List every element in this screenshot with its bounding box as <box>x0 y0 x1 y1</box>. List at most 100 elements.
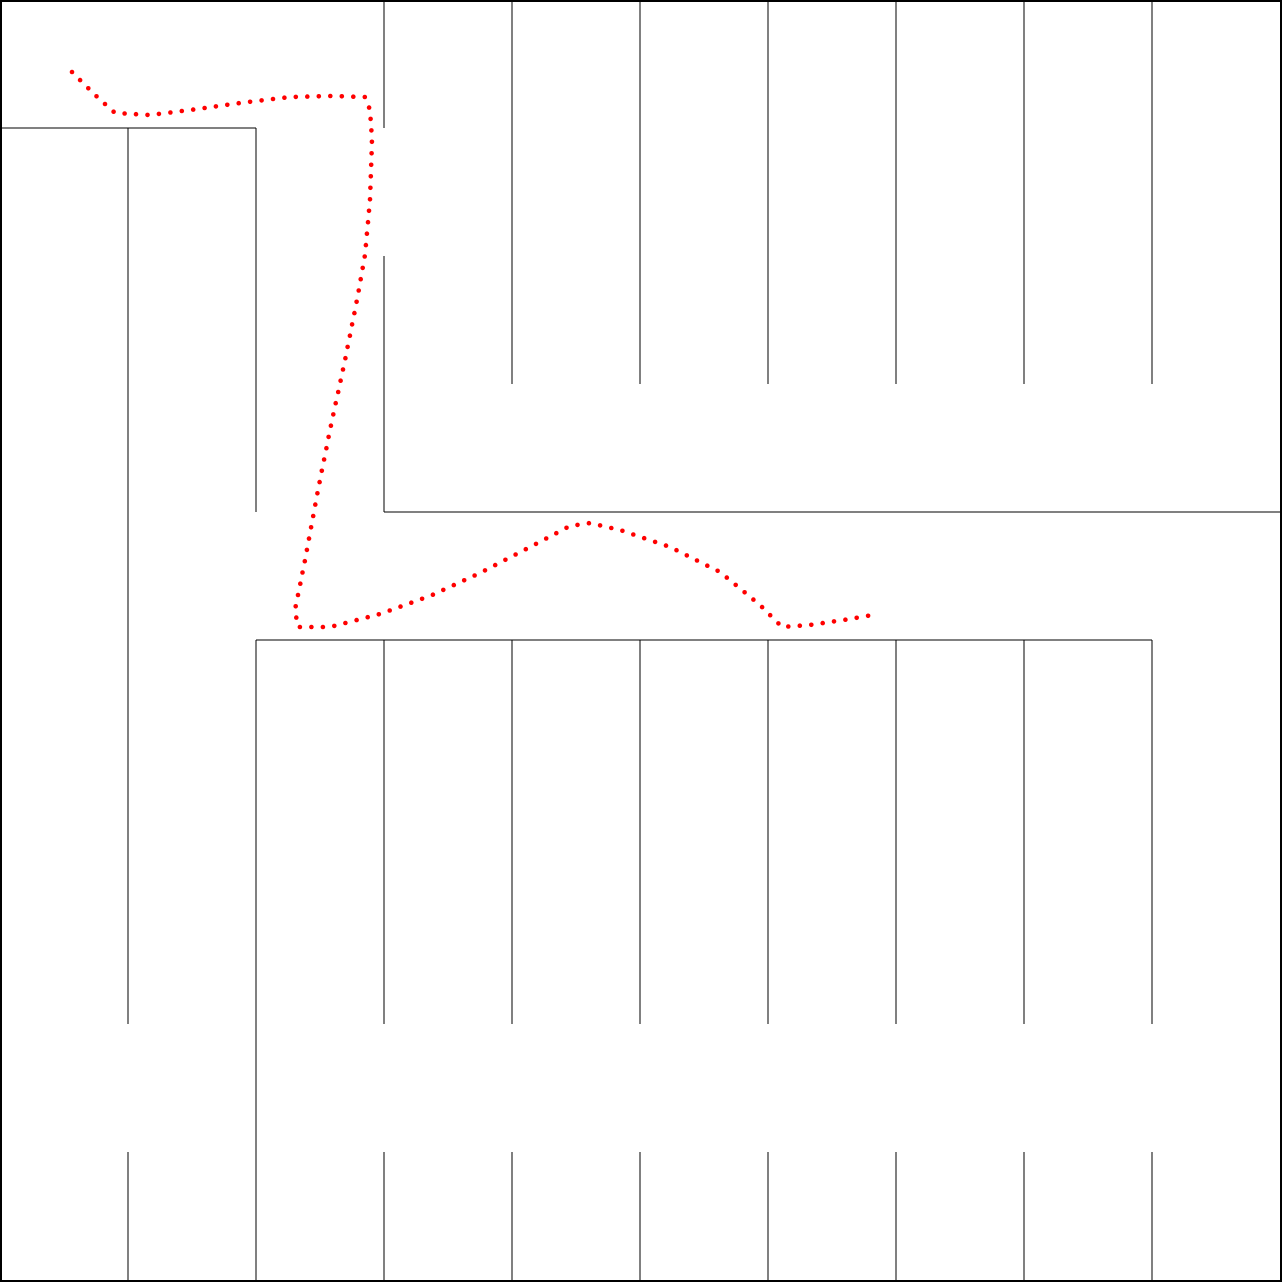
path-dot <box>760 605 765 610</box>
path-dot <box>369 174 374 179</box>
path-dot <box>564 526 569 531</box>
path-dot <box>313 502 318 507</box>
path-dot <box>370 140 375 145</box>
path-dot <box>751 597 756 602</box>
path-dot <box>336 390 341 395</box>
solution-path <box>70 70 871 630</box>
path-dot <box>298 625 303 630</box>
path-dot <box>503 558 508 563</box>
path-dot <box>345 345 350 350</box>
path-dot <box>715 569 720 574</box>
path-dot <box>157 112 162 117</box>
path-dot <box>725 575 730 580</box>
path-dot <box>420 597 425 602</box>
path-dot <box>358 277 363 282</box>
path-dot <box>333 401 338 406</box>
path-dot <box>367 105 372 110</box>
path-dot <box>776 621 781 626</box>
path-dot <box>293 604 298 609</box>
path-dot <box>360 266 365 271</box>
path-dot <box>214 104 219 109</box>
path-dot <box>362 254 367 259</box>
path-dot <box>664 543 669 548</box>
path-dot <box>354 618 359 623</box>
path-dot <box>326 435 331 440</box>
path-dot <box>832 619 837 624</box>
path-dot <box>343 356 348 361</box>
path-dot <box>134 112 139 117</box>
path-dot <box>742 590 747 595</box>
path-dot <box>317 94 322 99</box>
path-dot <box>369 163 374 168</box>
path-dot <box>369 128 374 133</box>
path-dot <box>409 600 414 605</box>
path-dot <box>609 526 614 531</box>
path-dot <box>367 209 372 214</box>
path-dot <box>513 552 518 557</box>
path-dot <box>365 231 370 236</box>
path-dot <box>369 151 374 156</box>
path-dot <box>368 186 373 191</box>
path-dot <box>329 423 334 428</box>
path-dot <box>343 621 348 626</box>
path-dot <box>322 457 327 462</box>
path-dot <box>363 95 368 100</box>
path-dot <box>843 617 848 622</box>
path-dot <box>705 563 710 568</box>
path-dot <box>462 578 467 583</box>
path-dot <box>398 604 403 609</box>
path-dot <box>631 532 636 537</box>
path-dot <box>103 102 108 107</box>
path-dot <box>472 573 477 578</box>
path-dot <box>324 446 329 451</box>
path-dot <box>236 101 241 106</box>
path-dot <box>351 94 356 99</box>
path-dot <box>202 106 207 111</box>
path-dot <box>685 553 690 558</box>
path-dot <box>733 583 738 588</box>
path-dot <box>328 94 333 99</box>
path-dot <box>674 548 679 553</box>
path-dot <box>768 613 773 618</box>
path-dot <box>587 521 592 526</box>
path-dot <box>315 491 320 496</box>
path-dot <box>309 625 314 630</box>
path-dot <box>598 523 603 528</box>
path-dot <box>70 70 75 75</box>
path-dot <box>431 592 436 597</box>
path-dot <box>259 98 264 103</box>
path-dot <box>321 625 326 630</box>
path-dot <box>94 94 99 99</box>
path-dot <box>298 581 303 586</box>
path-dot <box>653 540 658 545</box>
path-dot <box>544 536 549 541</box>
path-dot <box>271 97 276 102</box>
path-dot <box>309 525 314 530</box>
path-dot <box>809 623 814 628</box>
path-dot <box>493 563 498 568</box>
path-dot <box>483 568 488 573</box>
path-dot <box>620 529 625 534</box>
path-dot <box>341 367 346 372</box>
path-dot <box>338 378 343 383</box>
path-dot <box>332 624 337 629</box>
path-dot <box>524 547 529 552</box>
path-dot <box>294 615 299 620</box>
path-dot <box>554 531 559 536</box>
path-dot <box>191 107 196 112</box>
path-dot <box>820 621 825 626</box>
path-dot <box>180 109 185 114</box>
path-dot <box>305 548 310 553</box>
path-dot <box>294 95 299 100</box>
path-dot <box>225 103 230 108</box>
path-dot <box>248 100 253 105</box>
path-dot <box>296 593 301 598</box>
path-dot <box>78 78 83 83</box>
path-dot <box>331 412 336 417</box>
path-dot <box>111 109 116 114</box>
path-dot <box>168 110 173 115</box>
path-dot <box>317 480 322 485</box>
path-dot <box>366 220 371 225</box>
